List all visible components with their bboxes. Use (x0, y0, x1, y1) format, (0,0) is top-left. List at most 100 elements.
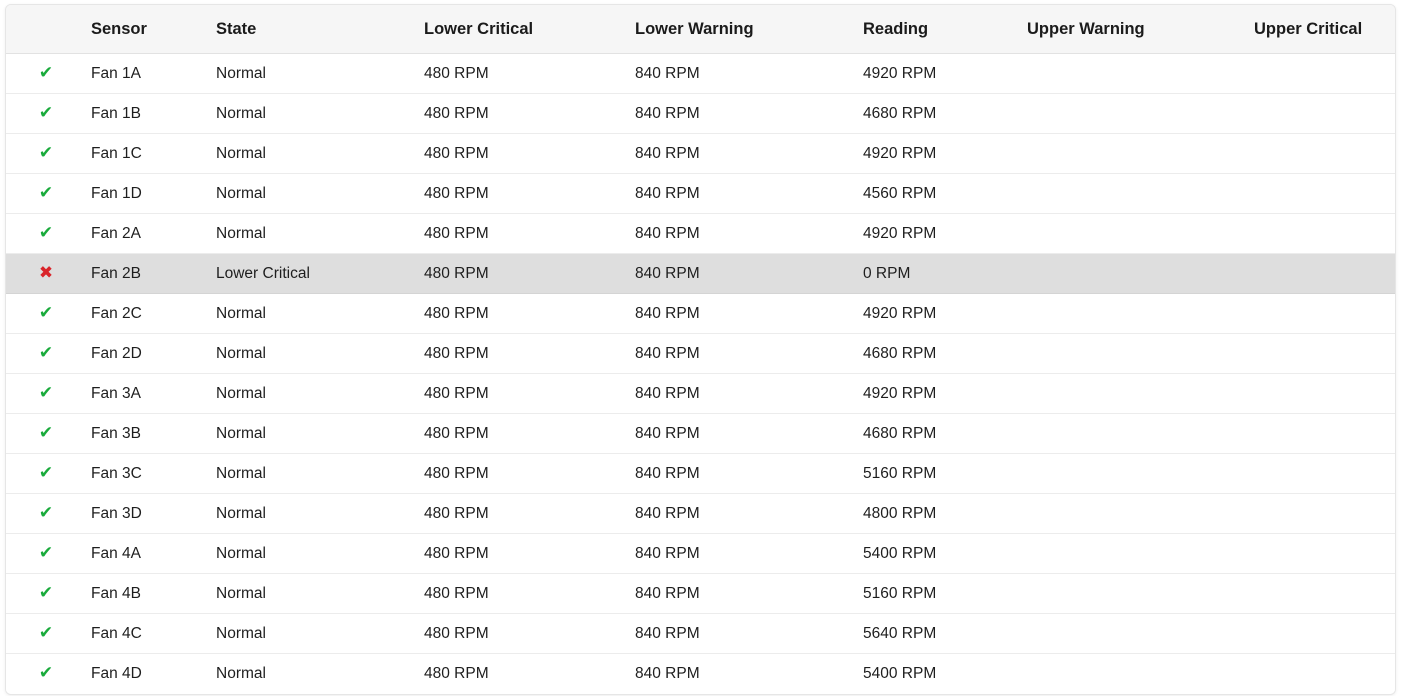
cell-reading: 0 RPM (863, 264, 911, 282)
cell-lower-critical: 480 RPM (424, 664, 489, 682)
cell-status: ✔ (6, 614, 86, 654)
table-row[interactable]: ✔ Fan 4D Normal 480 RPM 840 RPM 5400 RPM (6, 653, 1395, 694)
cell-state: Normal (216, 144, 266, 162)
column-header-state: State (216, 19, 257, 38)
cell-state: Normal (216, 424, 266, 442)
table-row[interactable]: ✔ Fan 4A Normal 480 RPM 840 RPM 5400 RPM (6, 533, 1395, 574)
table-row[interactable]: ✔ Fan 3D Normal 480 RPM 840 RPM 4800 RPM (6, 493, 1395, 534)
cell-lower-warning: 840 RPM (635, 464, 700, 482)
table-row[interactable]: ✔ Fan 1D Normal 480 RPM 840 RPM 4560 RPM (6, 173, 1395, 214)
status-ok-check-icon: ✔ (38, 102, 54, 123)
cell-upper-warning (1021, 534, 1249, 574)
cell-state: Normal (216, 544, 266, 562)
cell-upper-critical (1249, 54, 1395, 94)
cell-state: Lower Critical (216, 264, 310, 282)
cell-reading: 4680 RPM (863, 424, 937, 442)
cell-upper-critical (1249, 454, 1395, 494)
cell-lower-critical: 480 RPM (424, 584, 489, 602)
column-header-lower-warning: Lower Warning (635, 19, 754, 38)
cell-sensor: Fan 1C (91, 144, 142, 162)
cell-lower-critical: 480 RPM (424, 104, 489, 122)
cell-lower-warning: 840 RPM (635, 64, 700, 82)
column-header-upper-critical: Upper Critical (1254, 19, 1363, 38)
cell-reading: 5400 RPM (863, 544, 937, 562)
cell-sensor: Fan 1A (91, 64, 141, 82)
cell-lower-critical: 480 RPM (424, 544, 489, 562)
table-row[interactable]: ✔ Fan 1B Normal 480 RPM 840 RPM 4680 RPM (6, 93, 1395, 134)
cell-upper-warning (1021, 214, 1249, 254)
table-body: ✔ Fan 1A Normal 480 RPM 840 RPM 4920 RPM ✔ Fan … (6, 53, 1395, 694)
status-critical-x-icon: ✖ (38, 262, 54, 283)
cell-sensor: Fan 2B (91, 264, 141, 282)
table-row[interactable]: ✔ Fan 1A Normal 480 RPM 840 RPM 4920 RPM (6, 53, 1395, 94)
cell-sensor: Fan 4B (91, 584, 141, 602)
table-row[interactable]: ✔ Fan 2C Normal 480 RPM 840 RPM 4920 RPM (6, 293, 1395, 334)
cell-lower-critical: 480 RPM (424, 304, 489, 322)
cell-lower-critical: 480 RPM (424, 504, 489, 522)
cell-upper-critical (1249, 94, 1395, 134)
table-row[interactable]: ✔ Fan 3A Normal 480 RPM 840 RPM 4920 RPM (6, 373, 1395, 414)
status-ok-check-icon: ✔ (38, 302, 54, 323)
column-header-status (6, 5, 86, 54)
cell-sensor: Fan 3D (91, 504, 142, 522)
status-ok-check-icon: ✔ (38, 542, 54, 563)
cell-status: ✔ (6, 214, 86, 254)
cell-lower-warning: 840 RPM (635, 304, 700, 322)
cell-lower-warning: 840 RPM (635, 384, 700, 402)
cell-lower-warning: 840 RPM (635, 624, 700, 642)
table-row[interactable]: ✔ Fan 1C Normal 480 RPM 840 RPM 4920 RPM (6, 133, 1395, 174)
cell-upper-warning (1021, 614, 1249, 654)
column-header-reading: Reading (863, 19, 929, 38)
cell-upper-warning (1021, 294, 1249, 334)
cell-reading: 4920 RPM (863, 384, 937, 402)
cell-state: Normal (216, 64, 266, 82)
cell-sensor: Fan 1D (91, 184, 142, 202)
cell-status: ✔ (6, 174, 86, 214)
cell-lower-critical: 480 RPM (424, 144, 489, 162)
cell-lower-warning: 840 RPM (635, 144, 700, 162)
cell-status: ✔ (6, 534, 86, 574)
table-row[interactable]: ✔ Fan 2D Normal 480 RPM 840 RPM 4680 RPM (6, 333, 1395, 374)
cell-state: Normal (216, 184, 266, 202)
cell-upper-warning (1021, 454, 1249, 494)
status-ok-check-icon: ✔ (38, 382, 54, 403)
cell-state: Normal (216, 464, 266, 482)
cell-reading: 4920 RPM (863, 144, 937, 162)
cell-upper-warning (1021, 254, 1249, 294)
cell-lower-critical: 480 RPM (424, 344, 489, 362)
cell-state: Normal (216, 624, 266, 642)
status-ok-check-icon: ✔ (38, 142, 54, 163)
status-ok-check-icon: ✔ (38, 422, 54, 443)
cell-reading: 4680 RPM (863, 344, 937, 362)
cell-upper-warning (1021, 174, 1249, 214)
table-row[interactable]: ✔ Fan 2A Normal 480 RPM 840 RPM 4920 RPM (6, 213, 1395, 254)
cell-reading: 4800 RPM (863, 504, 937, 522)
cell-upper-critical (1249, 254, 1395, 294)
cell-state: Normal (216, 664, 266, 682)
cell-reading: 4920 RPM (863, 304, 937, 322)
column-header-sensor: Sensor (91, 19, 147, 38)
cell-status: ✔ (6, 414, 86, 454)
cell-upper-critical (1249, 494, 1395, 534)
table-row[interactable]: ✔ Fan 3B Normal 480 RPM 840 RPM 4680 RPM (6, 413, 1395, 454)
cell-lower-critical: 480 RPM (424, 384, 489, 402)
cell-upper-critical (1249, 654, 1395, 694)
table-row[interactable]: ✖ Fan 2B Lower Critical 480 RPM 840 RPM 0 RPM (6, 253, 1395, 294)
cell-status: ✖ (6, 254, 86, 294)
cell-state: Normal (216, 224, 266, 242)
cell-upper-warning (1021, 414, 1249, 454)
cell-lower-warning: 840 RPM (635, 504, 700, 522)
status-ok-check-icon: ✔ (38, 582, 54, 603)
cell-lower-warning: 840 RPM (635, 424, 700, 442)
status-ok-check-icon: ✔ (38, 662, 54, 683)
cell-sensor: Fan 2C (91, 304, 142, 322)
cell-state: Normal (216, 504, 266, 522)
table-row[interactable]: ✔ Fan 4C Normal 480 RPM 840 RPM 5640 RPM (6, 613, 1395, 654)
cell-sensor: Fan 4C (91, 624, 142, 642)
table-header-row: Sensor State Lower Critical Lower Warnin… (6, 5, 1395, 54)
cell-state: Normal (216, 304, 266, 322)
cell-upper-warning (1021, 374, 1249, 414)
table-row[interactable]: ✔ Fan 4B Normal 480 RPM 840 RPM 5160 RPM (6, 573, 1395, 614)
cell-lower-warning: 840 RPM (635, 584, 700, 602)
table-row[interactable]: ✔ Fan 3C Normal 480 RPM 840 RPM 5160 RPM (6, 453, 1395, 494)
